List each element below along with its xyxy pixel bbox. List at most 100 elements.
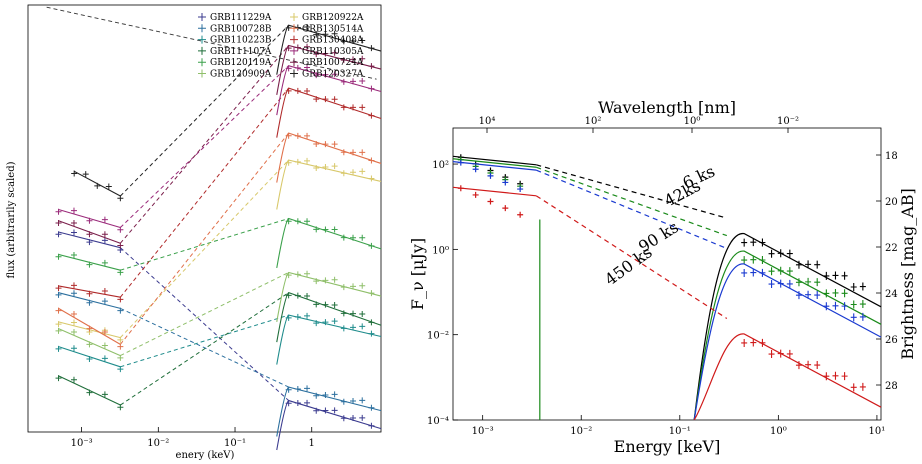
left-y-axis-label: flux (arbitrarily scaled) [6, 161, 17, 278]
right-xray-data-point [777, 249, 784, 258]
left-optical-data-point [117, 296, 124, 303]
left-xray-data-point [294, 44, 301, 51]
left-optical-data-point [117, 226, 124, 233]
left-xray-data-point [359, 397, 366, 404]
left-xray-data-point [359, 149, 366, 156]
left-xray-data-point [350, 415, 357, 422]
left-xray-data-point [285, 65, 292, 72]
left-optical-data-point [101, 216, 108, 223]
left-optical-data-point [55, 375, 62, 382]
right-xray-data-point [759, 238, 766, 247]
right-xray-data-point [768, 350, 775, 359]
left-optical-data-point [117, 336, 124, 343]
right-x-tick-label: 10⁻¹ [669, 426, 691, 437]
right-xray-data-point [814, 291, 821, 300]
left-optical-data-point [55, 327, 62, 334]
right-xray-data-point [823, 289, 830, 298]
right-xray-data-point [795, 361, 802, 370]
right-xray-data-point [814, 278, 821, 287]
legend-label-grb100724a: GRB100724A [302, 58, 364, 68]
left-xray-data-point [350, 283, 357, 290]
right-xray-data-point [823, 271, 830, 280]
legend-label-grb100728b: GRB100728B [210, 24, 272, 34]
right-x-tick-label: 10⁻³ [472, 426, 494, 437]
legend-marker-grb110223b [198, 35, 206, 44]
right-optical-model-line [452, 186, 537, 197]
left-optical-data-point [86, 389, 93, 396]
right-xray-data-point [750, 338, 757, 347]
right-xray-data-point [795, 291, 802, 300]
right-xray-data-point [832, 301, 839, 310]
left-extrapolation-dashed-line [120, 307, 289, 388]
left-xray-data-point [331, 301, 338, 308]
left-xray-data-point [304, 157, 311, 164]
right-series-90ks [452, 159, 882, 421]
left-xray-data-point [350, 310, 357, 317]
right-top-tick-label: 10² [585, 116, 602, 127]
left-xray-model-line [276, 217, 382, 269]
left-x-axis-label: enery (keV) [176, 450, 235, 461]
right-xray-data-point [777, 279, 784, 288]
legend-marker-grb130514a [290, 24, 298, 33]
right-y-tick-label: 10⁻² [427, 331, 449, 342]
left-xray-data-point [285, 292, 292, 299]
left-optical-data-point [86, 355, 93, 362]
right-extrapolation-dashed-line [536, 169, 728, 250]
left-optical-data-point [101, 287, 108, 294]
left-xray-data-point [331, 318, 338, 325]
left-extrapolation-dashed-line [120, 271, 289, 357]
left-optical-data-point [55, 231, 62, 238]
left-xray-data-point [350, 56, 357, 63]
left-xray-data-point [368, 112, 375, 119]
left-xray-data-point [313, 301, 320, 308]
left-xray-model-line [276, 399, 382, 451]
left-xray-data-point [350, 104, 357, 111]
left-xray-model-line [276, 87, 382, 138]
left-optical-data-point [117, 195, 124, 202]
left-xray-data-point [331, 71, 338, 78]
left-xray-data-point [340, 104, 347, 111]
right-xray-data-point [850, 300, 857, 309]
right-series-group [452, 154, 882, 421]
left-xray-data-point [331, 163, 338, 170]
left-xray-data-point [294, 313, 301, 320]
left-xray-model-line [276, 314, 382, 365]
legend-marker-grb110305a [290, 46, 298, 55]
legend-label-grb120922a: GRB120922A [302, 13, 364, 23]
left-xray-data-point [340, 78, 347, 85]
left-xray-data-point [322, 392, 329, 399]
legend-marker-grb130408a [290, 35, 298, 44]
left-xray-data-point [368, 319, 375, 326]
left-xray-data-point [359, 37, 366, 44]
left-xray-data-point [322, 96, 329, 103]
left-xray-data-point [322, 31, 329, 38]
left-xray-data-point [294, 87, 301, 94]
left-extrapolation-dashed-line [119, 159, 290, 338]
left-optical-data-point [101, 237, 108, 244]
left-xray-data-point [294, 292, 301, 299]
right-xray-data-point [786, 249, 793, 258]
left-xray-data-point [340, 310, 347, 317]
right-extrapolation-dashed-line [536, 164, 727, 219]
right-xray-data-point [823, 372, 830, 381]
right-optical-data-point [487, 198, 494, 205]
left-xray-data-point [294, 400, 301, 407]
left-xray-data-point [368, 175, 375, 182]
left-panel: enery (keV) flux (arbitrarily scaled) 10… [6, 4, 382, 461]
left-xray-data-point [322, 226, 329, 233]
right-optical-data-point [457, 159, 464, 166]
left-xray-data-point [368, 404, 375, 411]
left-xray-data-point [304, 218, 311, 225]
left-xray-data-point [368, 330, 375, 337]
left-xray-data-point [331, 226, 338, 233]
left-optical-data-point [101, 259, 108, 266]
left-extrapolation-dashed-line [119, 132, 290, 345]
left-xray-data-point [340, 170, 347, 177]
left-optical-data-point [86, 299, 93, 306]
right-y-tick-label: 10² [432, 160, 449, 171]
left-xray-data-point [313, 141, 320, 148]
left-xray-model-line [276, 132, 382, 183]
left-optical-data-point [82, 171, 89, 178]
left-xray-data-point [313, 320, 320, 327]
right-xray-data-point [750, 238, 757, 247]
